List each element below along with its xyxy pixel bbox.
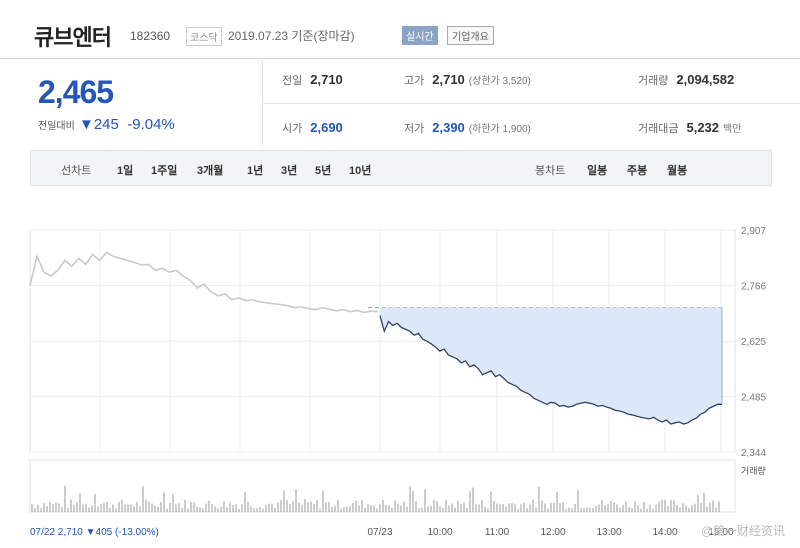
quote-divider: [262, 103, 800, 104]
lower-limit: (하한가 1,900): [468, 124, 531, 135]
upper-limit: (상한가 3,520): [468, 76, 531, 87]
tab-10y[interactable]: 10년: [349, 165, 372, 177]
amount-label: 거래대금: [638, 123, 679, 135]
chart-area: 2,907 2,766 2,625 2,485 2,344 07/23 10:00 11:00…: [0, 190, 800, 543]
y-tick-label: 2,766: [741, 282, 766, 293]
volume-label: 거래량: [741, 465, 766, 476]
tab-weekly[interactable]: 주봉: [627, 165, 648, 177]
down-arrow-icon: ▼: [78, 116, 94, 133]
open-label: 시가: [282, 123, 303, 135]
x-tick-label: 07/23: [367, 527, 392, 538]
watermark: @第一财经资讯: [701, 524, 785, 538]
high-label: 고가: [404, 75, 425, 87]
quote-date: 2019.07.23 기준(장마감): [228, 29, 355, 43]
quote-volume: 거래량 2,094,582: [638, 72, 734, 88]
open-value: 2,690: [310, 120, 343, 135]
bottom-info: 07/22 2,710 ▼405 (-13.00%): [30, 527, 159, 538]
prev-value: 2,710: [310, 72, 343, 87]
amount-unit: 백만: [723, 124, 742, 135]
x-tick-label: 14:00: [652, 527, 677, 538]
y-tick-label: 2,625: [741, 337, 766, 348]
quote-amount: 거래대금 5,232 백만: [638, 120, 741, 136]
company-info-button[interactable]: 기업개요: [447, 26, 494, 45]
x-tick-label: 13:00: [596, 527, 621, 538]
change-value: 245: [93, 116, 119, 133]
stock-name: 큐브엔터: [34, 25, 112, 50]
y-tick-label: 2,344: [741, 448, 766, 459]
y-tick-label: 2,485: [741, 392, 766, 403]
period-tabs: 선차트 1일 1주일 3개월 1년 3년 5년 10년 봉차트 일봉 주봉 월봉: [30, 150, 772, 186]
tab-5y[interactable]: 5년: [315, 165, 332, 177]
header: 큐브엔터 182360 코스닥 2019.07.23 기준(장마감) 실시간 기…: [0, 0, 800, 59]
amount-value: 5,232: [686, 120, 720, 135]
low-label: 저가: [404, 123, 425, 135]
quote-low: 저가 2,390 (하한가 1,900): [404, 120, 531, 136]
high-value: 2,710: [432, 72, 465, 87]
quote-high: 고가 2,710 (상한가 3,520): [404, 72, 531, 88]
candle-chart-label: 봉차트: [535, 165, 566, 177]
price-change: 전일대비 ▼245 -9.04%: [38, 116, 175, 133]
tab-3m[interactable]: 3개월: [197, 165, 224, 177]
tab-monthly[interactable]: 월봉: [667, 165, 688, 177]
x-tick-label: 15:00: [708, 527, 733, 538]
realtime-button[interactable]: 실시간: [402, 26, 438, 45]
x-tick-label: 11:00: [485, 527, 510, 538]
market-badge: 코스닥: [186, 27, 222, 46]
volume-label: 거래량: [638, 75, 669, 87]
current-price: 2,465: [38, 74, 114, 110]
today-line: [379, 315, 722, 425]
today-area: [380, 307, 722, 425]
stock-code: 182360: [130, 29, 171, 43]
volume-value: 2,094,582: [676, 72, 735, 87]
prev-label: 전일: [282, 75, 303, 87]
quote-open: 시가 2,690: [282, 120, 343, 136]
low-value: 2,390: [432, 120, 465, 135]
tab-1d[interactable]: 1일: [117, 165, 134, 177]
price-panel: 2,465 전일대비 ▼245 -9.04%: [30, 60, 263, 146]
line-chart-label: 선차트: [61, 165, 92, 177]
prev-day-line: [29, 251, 379, 314]
tab-daily[interactable]: 일봉: [587, 165, 608, 177]
tab-1w[interactable]: 1주일: [151, 165, 178, 177]
tab-3y[interactable]: 3년: [281, 165, 298, 177]
price-chart: 2,907 2,766 2,625 2,485 2,344 07/23 10:00 11:00…: [29, 226, 785, 538]
y-tick-label: 2,907: [741, 226, 766, 237]
x-tick-label: 10:00: [427, 527, 452, 538]
x-tick-label: 12:00: [540, 527, 565, 538]
quote-prev: 전일 2,710: [282, 72, 343, 88]
tab-1y[interactable]: 1년: [247, 165, 264, 177]
change-rate: -9.04%: [127, 116, 175, 133]
change-label: 전일대비: [38, 121, 75, 132]
